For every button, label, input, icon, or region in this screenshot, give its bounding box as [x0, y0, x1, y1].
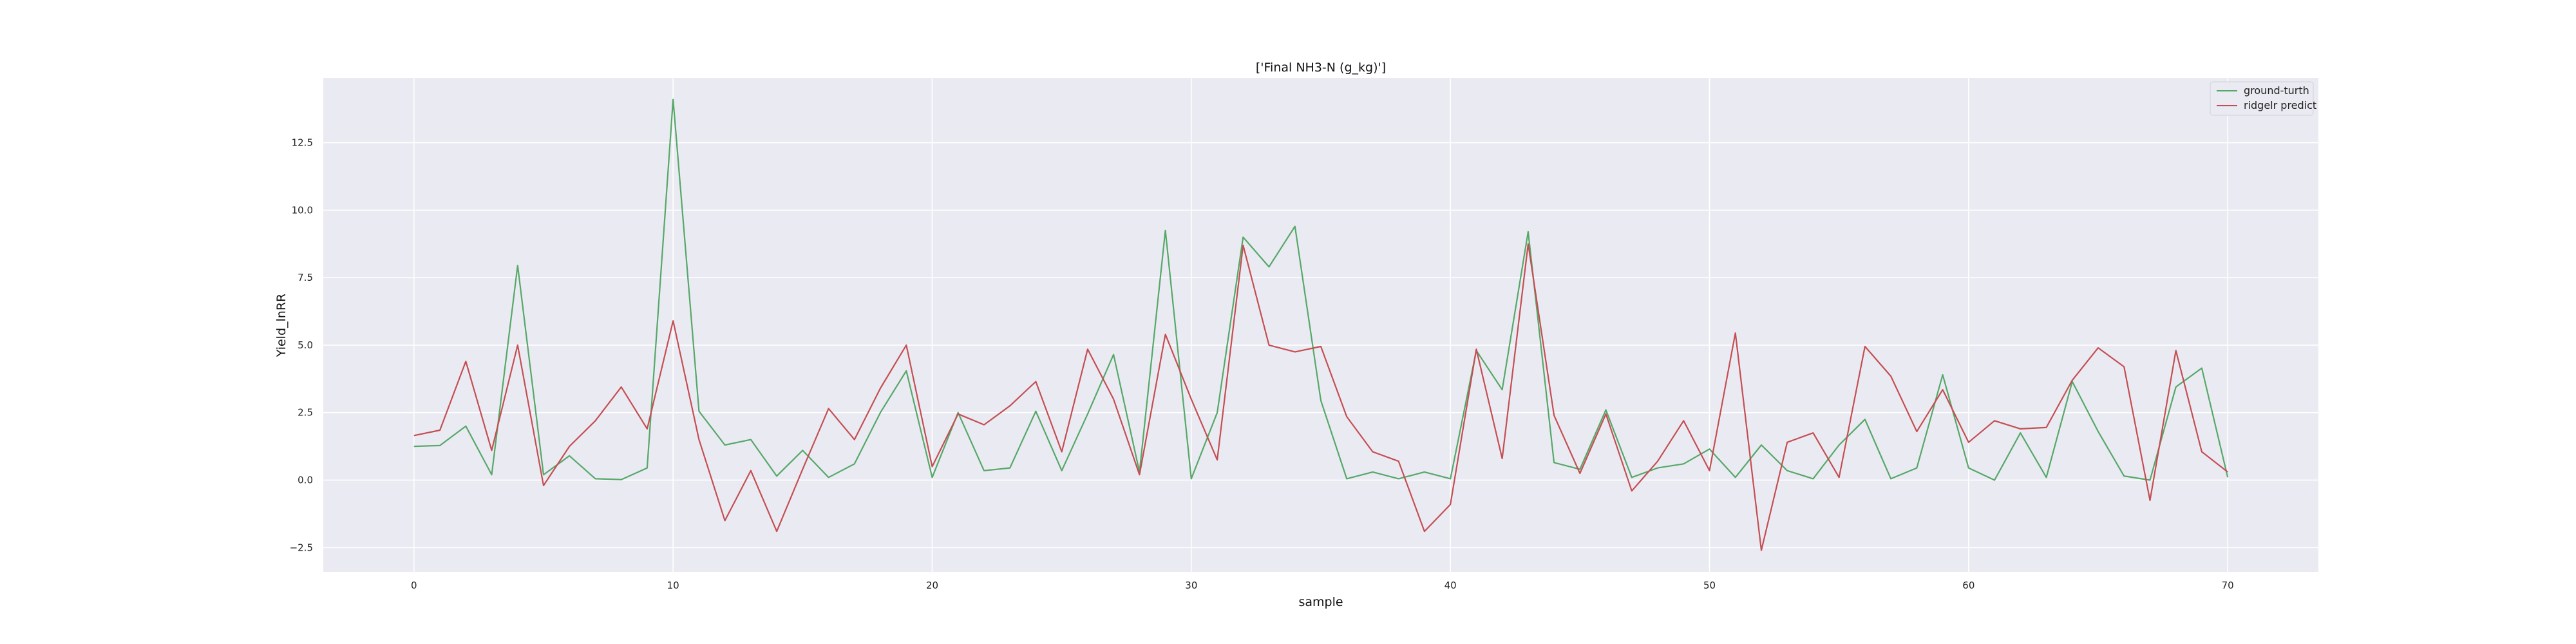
x-tick-label: 0 [411, 580, 417, 591]
x-tick-label: 20 [926, 580, 938, 591]
y-tick-label: 5.0 [298, 339, 313, 351]
grid-lines [323, 78, 2318, 572]
y-tick-label: −2.5 [290, 542, 313, 553]
series-line-ridgelr-predict [413, 243, 2228, 551]
x-tick-label: 10 [667, 580, 679, 591]
series-line-ground-turth [413, 99, 2229, 481]
y-tick-label: 12.5 [292, 137, 313, 149]
legend-label-ridgelr-predict: ridgelr predict [2244, 99, 2316, 111]
x-tick-label: 40 [1444, 580, 1457, 591]
x-tick-label: 30 [1185, 580, 1197, 591]
plot-area [323, 78, 2318, 572]
x-axis-label: sample [1298, 595, 1343, 609]
legend: ground-turth ridgelr predict [2210, 81, 2316, 116]
x-tick-label: 50 [1703, 580, 1716, 591]
y-tick-labels: −2.5 0.0 2.5 5.0 7.5 10.0 12.5 [290, 137, 313, 554]
legend-label-ground-turth: ground-turth [2244, 84, 2309, 97]
y-tick-label: 0.0 [298, 474, 313, 486]
x-tick-label: 70 [2222, 580, 2234, 591]
series-layer [413, 99, 2229, 551]
y-tick-label: 10.0 [292, 204, 313, 216]
chart-title: ['Final NH3-N (g_kg)'] [1256, 61, 1386, 75]
x-tick-label: 60 [1962, 580, 1975, 591]
y-tick-label: 7.5 [298, 272, 313, 283]
y-axis-label: Yield_lnRR [274, 294, 289, 357]
x-tick-labels: 0 10 20 30 40 50 60 70 [411, 580, 2234, 591]
y-tick-label: 2.5 [298, 407, 313, 419]
